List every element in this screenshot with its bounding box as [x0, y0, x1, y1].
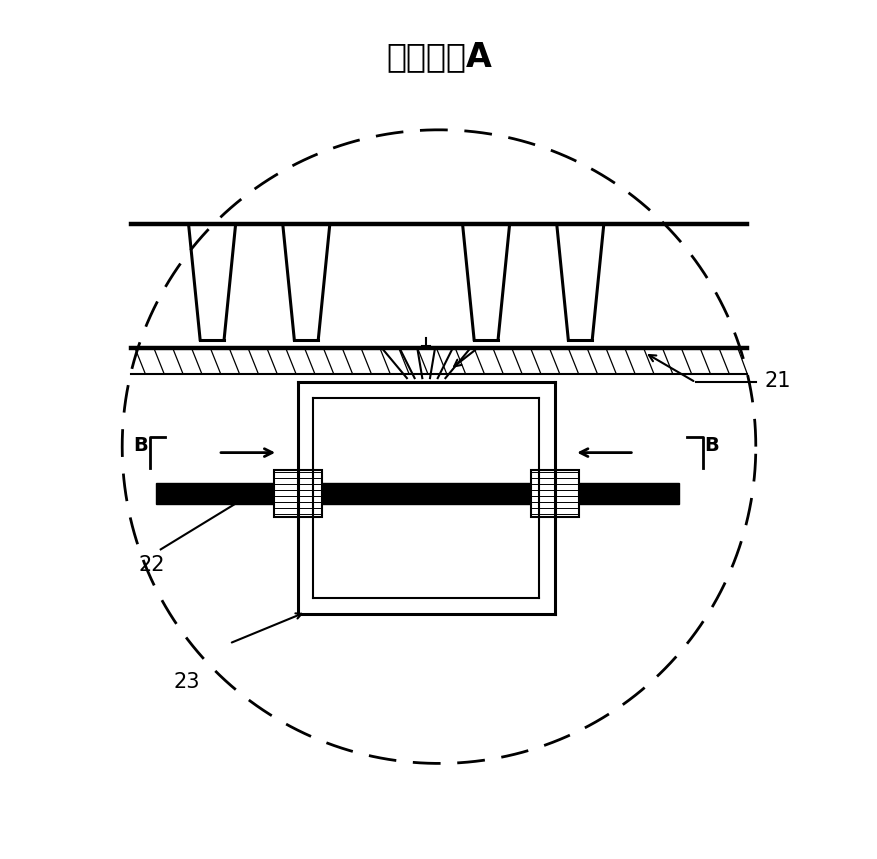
- Text: 23: 23: [173, 672, 199, 692]
- Text: 21: 21: [764, 371, 790, 391]
- Text: 22: 22: [139, 555, 165, 575]
- Polygon shape: [530, 470, 578, 517]
- Text: B: B: [133, 436, 147, 455]
- Text: B: B: [703, 436, 718, 455]
- Polygon shape: [274, 470, 321, 517]
- Text: 局部视图A: 局部视图A: [386, 40, 491, 74]
- Polygon shape: [156, 484, 678, 504]
